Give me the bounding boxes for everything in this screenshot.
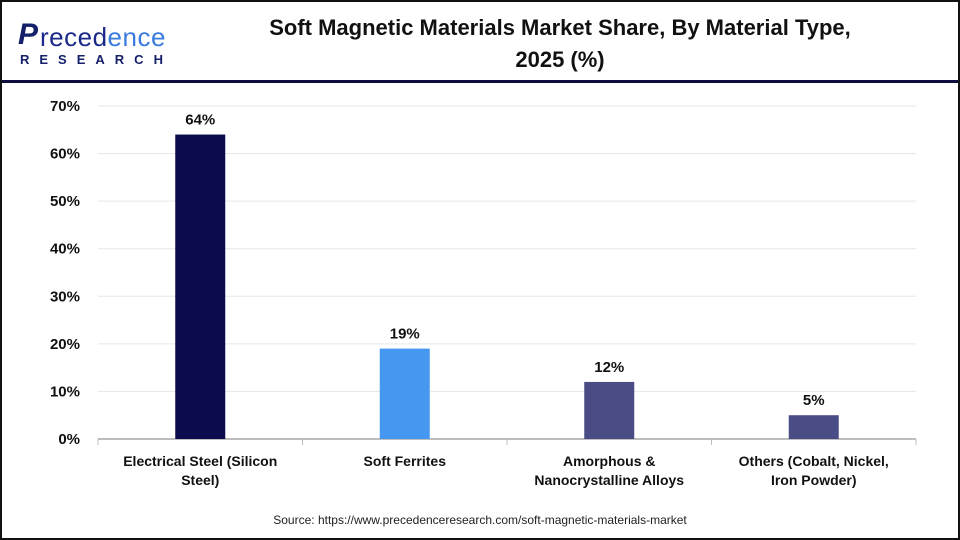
y-tick-label: 60% <box>50 146 80 163</box>
logo-mark: P <box>18 18 39 51</box>
data-label: 12% <box>594 359 624 376</box>
source-text: Source: https://www.precedenceresearch.c… <box>273 513 687 527</box>
title-line-2: 2025 (%) <box>515 47 605 72</box>
x-category-label: Steel) <box>181 472 219 488</box>
x-category-label: Soft Ferrites <box>364 453 447 469</box>
y-tick-label: 50% <box>50 193 80 210</box>
x-category-label: Electrical Steel (Silicon <box>123 453 277 469</box>
bar <box>379 348 430 439</box>
y-tick-label: 70% <box>50 98 80 115</box>
logo-subtext: RESEARCH <box>20 52 173 67</box>
bar <box>175 134 226 440</box>
bar <box>788 415 839 439</box>
title-line-1: Soft Magnetic Materials Market Share, By… <box>269 15 851 40</box>
x-category-label: Iron Powder) <box>771 472 857 488</box>
y-tick-label: 40% <box>50 241 80 258</box>
y-tick-label: 20% <box>50 336 80 353</box>
data-label: 64% <box>185 112 215 129</box>
x-category-label: Nanocrystalline Alloys <box>534 472 684 488</box>
x-category-label: Others (Cobalt, Nickel, <box>739 453 889 469</box>
chart-title: Soft Magnetic Materials Market Share, By… <box>200 12 920 76</box>
data-label: 5% <box>803 392 825 409</box>
data-label: 19% <box>390 326 420 343</box>
y-tick-label: 10% <box>50 383 80 400</box>
y-tick-label: 30% <box>50 288 80 305</box>
y-tick-label: 0% <box>58 431 80 448</box>
x-category-label: Amorphous & <box>563 453 656 469</box>
precedence-research-logo: P recedence RESEARCH <box>18 18 165 68</box>
bar <box>584 381 635 439</box>
header-divider <box>2 80 958 83</box>
logo-wordmark: recedence <box>40 22 166 52</box>
